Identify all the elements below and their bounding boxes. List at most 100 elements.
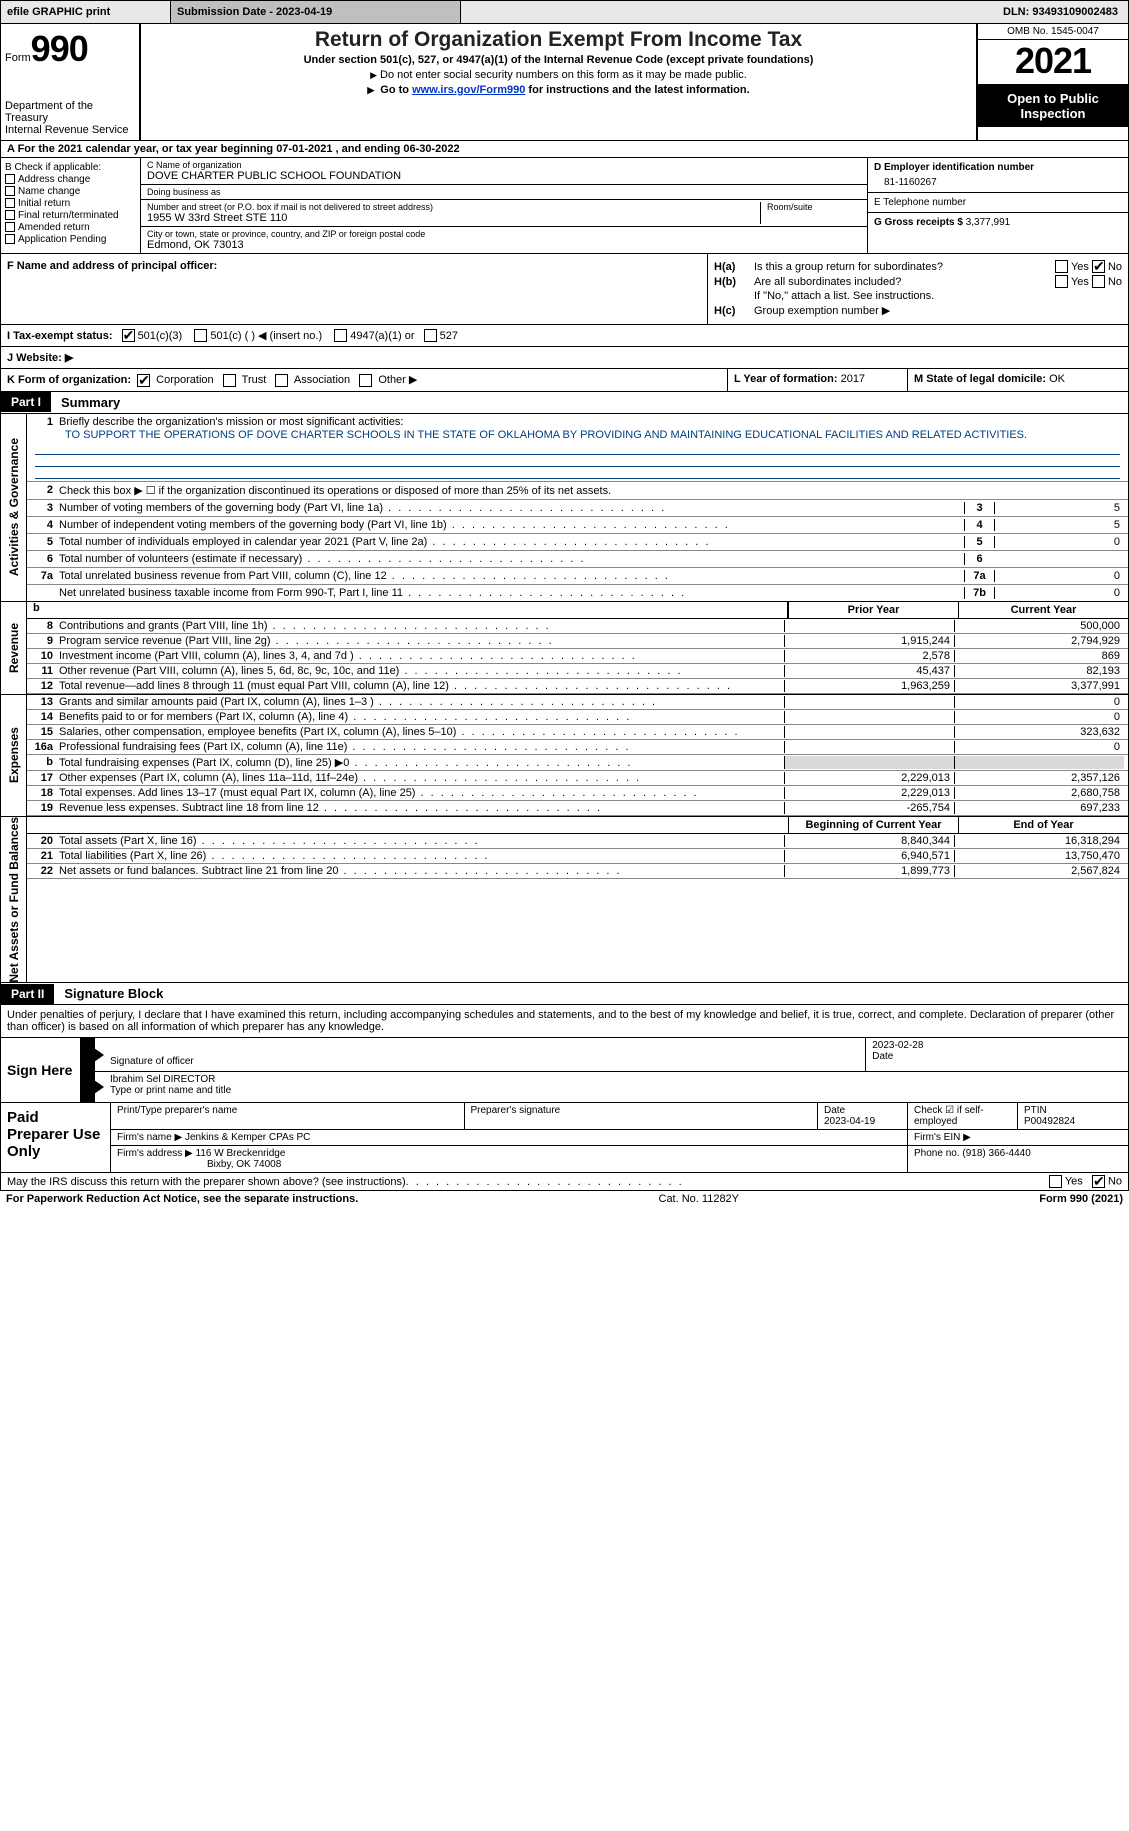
firm-addr1: 116 W Breckenridge [196,1148,286,1159]
rule-line [35,443,1120,455]
form-subtitle: Under section 501(c), 527, or 4947(a)(1)… [147,54,970,66]
part1-tag: Part I [1,392,51,412]
discuss-yes-checkbox[interactable] [1049,1175,1062,1188]
goto-line: Go to www.irs.gov/Form990 for instructio… [147,84,970,96]
line2: 2 Check this box ▶ ☐ if the organization… [27,482,1128,500]
irs-link[interactable]: www.irs.gov/Form990 [412,84,525,96]
discuss-row: May the IRS discuss this return with the… [0,1173,1129,1191]
part2-bar: Part II Signature Block [0,983,1129,1005]
open-inspection: Open to Public Inspection [978,85,1128,127]
ag-line: 5Total number of individuals employed in… [27,534,1128,551]
rule-line [35,455,1120,467]
city-row: City or town, state or province, country… [141,227,867,253]
perjury-declaration: Under penalties of perjury, I declare th… [0,1005,1129,1038]
prep-row2: Firm's name ▶ Jenkins & Kemper CPAs PC F… [111,1130,1128,1146]
part1-na: Net Assets or Fund Balances Beginning of… [0,817,1129,984]
k-assoc-checkbox[interactable] [275,374,288,387]
section-c: C Name of organization DOVE CHARTER PUBL… [141,158,868,253]
section-deg: D Employer identification number 81-1160… [868,158,1128,253]
cat-no: Cat. No. 11282Y [659,1193,740,1205]
ha-no-checkbox[interactable] [1092,260,1105,273]
hb-no-checkbox[interactable] [1092,275,1105,288]
sig-date: 2023-02-28 [872,1040,1122,1051]
checkbox[interactable] [5,234,15,244]
header-right: OMB No. 1545-0047 2021 Open to Public In… [978,24,1128,140]
ag-line: Net unrelated business taxable income fr… [27,585,1128,601]
line-l: L Year of formation: 2017 [728,369,908,391]
hb-row: H(b) Are all subordinates included? Yes … [714,275,1122,288]
irs-label: Internal Revenue Service [5,124,135,136]
data-line: 22Net assets or fund balances. Subtract … [27,864,1128,879]
ssn-warning: Do not enter social security numbers on … [147,69,970,81]
checkbox[interactable] [5,222,15,232]
hc-row: H(c) Group exemption number ▶ [714,304,1122,317]
vtab-rev: Revenue [1,602,27,694]
form-title: Return of Organization Exempt From Incom… [147,28,970,52]
hb-yes-checkbox[interactable] [1055,275,1068,288]
b-check-item: Final return/terminated [5,210,136,221]
hb-note: If "No," attach a list. See instructions… [714,290,1122,302]
b-check-item: Name change [5,186,136,197]
data-line: 13Grants and similar amounts paid (Part … [27,695,1128,710]
i-501c-checkbox[interactable] [194,329,207,342]
part1-rev: Revenue b Prior Year Current Year 8Contr… [0,602,1129,695]
line-k: K Form of organization: Corporation Trus… [1,369,728,391]
ha-row: H(a) Is this a group return for subordin… [714,260,1122,273]
k-other-checkbox[interactable] [359,374,372,387]
line-klm: K Form of organization: Corporation Trus… [0,369,1129,392]
part1-exp: Expenses 13Grants and similar amounts pa… [0,695,1129,817]
ein: 81-1160267 [874,173,1122,188]
data-line: 12Total revenue—add lines 8 through 11 (… [27,679,1128,694]
data-line: 9Program service revenue (Part VIII, lin… [27,634,1128,649]
header-mid: Return of Organization Exempt From Incom… [141,24,978,140]
checkbox[interactable] [5,174,15,184]
pra-notice: For Paperwork Reduction Act Notice, see … [6,1193,358,1205]
data-line: 20Total assets (Part X, line 16)8,840,34… [27,834,1128,849]
i-527-checkbox[interactable] [424,329,437,342]
city: Edmond, OK 73013 [147,239,861,251]
paid-preparer-block: Paid Preparer Use Only Print/Type prepar… [0,1103,1129,1173]
i-501c3-checkbox[interactable] [122,329,135,342]
data-line: 18Total expenses. Add lines 13–17 (must … [27,786,1128,801]
part1-ag: Activities & Governance 1 Briefly descri… [0,414,1129,602]
k-trust-checkbox[interactable] [223,374,236,387]
k-corp-checkbox[interactable] [137,374,150,387]
firm-addr2: Bixby, OK 74008 [117,1159,901,1170]
line-i: I Tax-exempt status: 501(c)(3) 501(c) ( … [0,325,1129,347]
b-check-item: Address change [5,174,136,185]
data-line: 16aProfessional fundraising fees (Part I… [27,740,1128,755]
prep-date: 2023-04-19 [824,1116,901,1127]
checkbox[interactable] [5,210,15,220]
rev-header: b Prior Year Current Year [27,602,1128,619]
data-line: 17Other expenses (Part IX, column (A), l… [27,771,1128,786]
na-header: Beginning of Current Year End of Year [27,817,1128,834]
rule-line [35,467,1120,479]
data-line: 10Investment income (Part VIII, column (… [27,649,1128,664]
b-check-item: Application Pending [5,234,136,245]
data-line: bTotal fundraising expenses (Part IX, co… [27,755,1128,771]
ag-line: 4Number of independent voting members of… [27,517,1128,534]
data-line: 8Contributions and grants (Part VIII, li… [27,619,1128,634]
checkbox[interactable] [5,186,15,196]
ha-yes-checkbox[interactable] [1055,260,1068,273]
data-line: 11Other revenue (Part VIII, column (A), … [27,664,1128,679]
section-f: F Name and address of principal officer: [1,254,708,324]
tax-year: 2021 [978,40,1128,85]
data-line: 14Benefits paid to or for members (Part … [27,710,1128,725]
firm-name: Jenkins & Kemper CPAs PC [185,1132,310,1143]
fh-block: F Name and address of principal officer:… [0,254,1129,325]
paid-preparer-label: Paid Preparer Use Only [1,1103,111,1172]
discuss-no-checkbox[interactable] [1092,1175,1105,1188]
omb-number: OMB No. 1545-0047 [978,24,1128,40]
header-left: Form990 Department of the Treasury Inter… [1,24,141,140]
b-check-item: Initial return [5,198,136,209]
org-name-row: C Name of organization DOVE CHARTER PUBL… [141,158,867,185]
entity-block: B Check if applicable: Address changeNam… [0,158,1129,254]
sign-here-block: Sign Here Signature of officer 2023-02-2… [0,1038,1129,1103]
i-4947-checkbox[interactable] [334,329,347,342]
dln: DLN: 93493109002483 [997,1,1128,23]
prep-row3: Firm's address ▶ 116 W Breckenridge Bixb… [111,1146,1128,1172]
checkbox[interactable] [5,198,15,208]
gross-receipts: 3,377,991 [966,217,1011,228]
prep-row1: Print/Type preparer's name Preparer's si… [111,1103,1128,1130]
